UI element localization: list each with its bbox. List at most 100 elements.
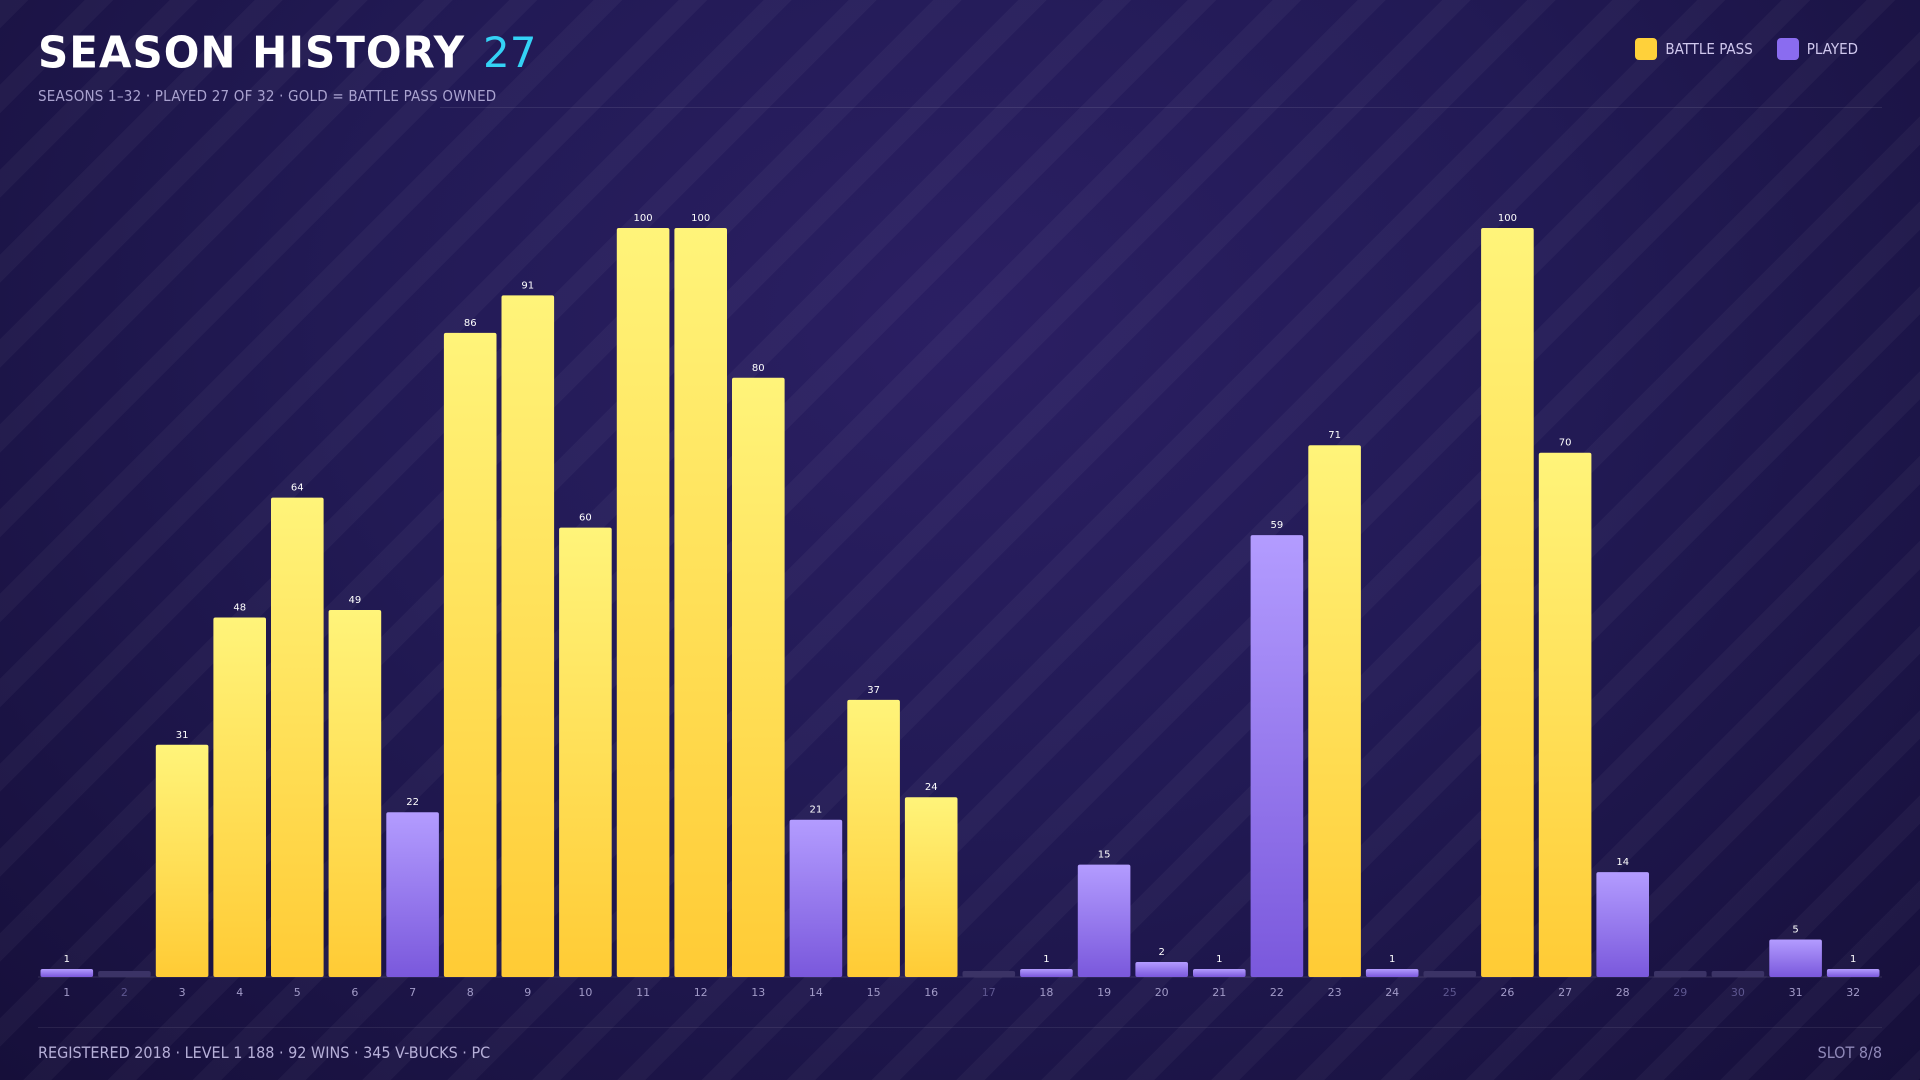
footer-slot: SLOT 8/8 bbox=[1817, 1043, 1882, 1062]
legend-label-played: PLAYED bbox=[1806, 40, 1858, 58]
page-subtitle: SEASONS 1–32 · PLAYED 27 OF 32 · GOLD = … bbox=[38, 87, 497, 105]
bar-season-30 bbox=[1711, 971, 1765, 977]
legend-label-battle-pass: BATTLE PASS bbox=[1665, 40, 1753, 58]
x-tick-label: 12 bbox=[694, 986, 708, 999]
bar-value-label: 70 bbox=[1559, 438, 1572, 449]
bar-season-10 bbox=[559, 527, 612, 977]
bar-season-26 bbox=[1481, 228, 1534, 977]
bar-season-16 bbox=[904, 797, 958, 977]
bar-value-label: 100 bbox=[1498, 213, 1517, 224]
x-tick-label: 27 bbox=[1558, 986, 1572, 999]
bar-season-14 bbox=[789, 819, 843, 977]
x-tick-label: 6 bbox=[351, 986, 358, 999]
bar-season-25 bbox=[1423, 971, 1477, 977]
bar-value-label: 80 bbox=[752, 363, 765, 374]
bars-group: 11 23134846454962278689196010100111001280… bbox=[40, 213, 1880, 999]
x-tick-label: 9 bbox=[524, 986, 531, 999]
bar-season-13 bbox=[732, 377, 785, 977]
bar-value-label: 71 bbox=[1328, 430, 1341, 441]
bar-value-label: 1 bbox=[1850, 954, 1856, 965]
bar-season-31 bbox=[1769, 939, 1822, 977]
title-row: SEASON HISTORY 27 bbox=[38, 27, 1882, 78]
bar-value-label: 24 bbox=[925, 782, 938, 793]
bar-value-label: 100 bbox=[634, 213, 653, 224]
x-tick-label: 24 bbox=[1385, 986, 1399, 999]
x-tick-label: 21 bbox=[1212, 986, 1226, 999]
x-tick-label: 4 bbox=[236, 986, 243, 999]
x-tick-label: 22 bbox=[1270, 986, 1284, 999]
bar-value-label: 1 bbox=[64, 954, 70, 965]
x-tick-label: 16 bbox=[924, 986, 938, 999]
header: SEASON HISTORY 27 SEASONS 1–32 · PLAYED … bbox=[38, 27, 1882, 114]
bar-value-label: 1 bbox=[1216, 954, 1222, 965]
page-title: SEASON HISTORY bbox=[38, 27, 466, 78]
bar-value-label: 15 bbox=[1098, 850, 1111, 861]
bar-value-label: 91 bbox=[521, 280, 534, 291]
bar-value-label: 49 bbox=[349, 595, 362, 606]
bar-season-15 bbox=[847, 699, 900, 977]
bar-season-1 bbox=[40, 969, 94, 977]
bar-season-28 bbox=[1596, 872, 1649, 977]
bar-season-21 bbox=[1193, 969, 1246, 977]
bar-value-label: 1 bbox=[1389, 954, 1395, 965]
bar-season-3 bbox=[155, 744, 209, 977]
bar-season-20 bbox=[1135, 962, 1188, 977]
bar-value-label: 64 bbox=[291, 483, 304, 494]
bar-value-label: 86 bbox=[464, 318, 477, 329]
header-divider bbox=[440, 107, 1882, 108]
bar-season-18 bbox=[1020, 969, 1073, 977]
bar-value-label: 22 bbox=[406, 797, 419, 808]
bar-season-19 bbox=[1077, 864, 1131, 977]
x-tick-label: 7 bbox=[409, 986, 416, 999]
x-tick-label: 32 bbox=[1846, 986, 1860, 999]
x-tick-label: 5 bbox=[294, 986, 301, 999]
bar-value-label: 37 bbox=[867, 685, 880, 696]
bar-season-5 bbox=[271, 497, 324, 977]
bar-season-12 bbox=[674, 228, 727, 977]
bar-value-label: 100 bbox=[691, 213, 710, 224]
bar-season-23 bbox=[1308, 445, 1361, 977]
x-tick-label: 23 bbox=[1328, 986, 1342, 999]
x-tick-label: 25 bbox=[1443, 986, 1457, 999]
x-tick-label: 17 bbox=[982, 986, 996, 999]
bar-season-2 bbox=[98, 971, 151, 977]
legend-swatch-played bbox=[1776, 38, 1799, 60]
bar-value-label: 31 bbox=[176, 730, 189, 741]
legend-item-battle-pass: BATTLE PASS bbox=[1635, 38, 1753, 60]
bar-season-8 bbox=[443, 332, 497, 977]
x-tick-label: 19 bbox=[1097, 986, 1111, 999]
bar-value-label: 59 bbox=[1271, 520, 1284, 531]
x-tick-label: 11 bbox=[636, 986, 650, 999]
x-tick-label: 30 bbox=[1731, 986, 1745, 999]
bar-value-label: 60 bbox=[579, 513, 592, 524]
bar-value-label: 48 bbox=[233, 603, 246, 614]
bar-value-label: 5 bbox=[1792, 925, 1798, 936]
bar-season-9 bbox=[501, 295, 555, 977]
bar-season-4 bbox=[213, 617, 266, 977]
bar-season-11 bbox=[616, 228, 670, 977]
bar-value-label: 1 bbox=[1043, 954, 1049, 965]
x-tick-label: 15 bbox=[867, 986, 881, 999]
x-tick-label: 20 bbox=[1155, 986, 1169, 999]
x-tick-label: 10 bbox=[578, 986, 592, 999]
x-tick-label: 8 bbox=[467, 986, 474, 999]
chart-legend: BATTLE PASS PLAYED bbox=[1635, 38, 1858, 60]
bar-value-label: 14 bbox=[1616, 857, 1629, 868]
bar-season-32 bbox=[1826, 969, 1880, 977]
x-tick-label: 3 bbox=[179, 986, 186, 999]
bar-season-29 bbox=[1654, 971, 1707, 977]
played-count: 27 bbox=[483, 28, 537, 77]
bar-season-7 bbox=[386, 812, 439, 977]
legend-swatch-battle-pass bbox=[1635, 38, 1658, 60]
x-tick-label: 13 bbox=[751, 986, 765, 999]
bar-season-17 bbox=[962, 971, 1016, 977]
x-tick-label: 1 bbox=[63, 986, 70, 999]
bar-value-label: 21 bbox=[810, 805, 823, 816]
footer-stats: REGISTERED 2018 · LEVEL 1 188 · 92 WINS … bbox=[38, 1043, 491, 1062]
x-tick-label: 31 bbox=[1789, 986, 1803, 999]
footer-divider bbox=[38, 1027, 1882, 1028]
x-tick-label: 28 bbox=[1616, 986, 1630, 999]
x-tick-label: 18 bbox=[1039, 986, 1053, 999]
bar-season-24 bbox=[1365, 969, 1419, 977]
